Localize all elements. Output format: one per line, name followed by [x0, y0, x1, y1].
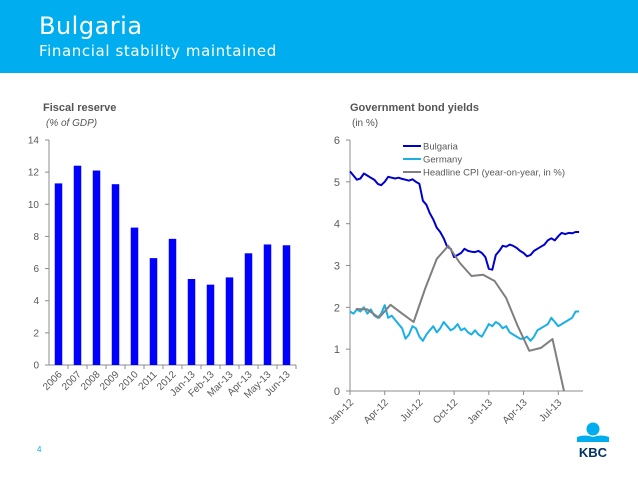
- y-tick-label: 6: [334, 135, 340, 147]
- bond-chart-subtitle: (in %): [352, 118, 379, 129]
- y-tick-label: 3: [334, 261, 340, 273]
- y-tick-label: 2: [334, 302, 340, 314]
- y-tick-label: 10: [28, 200, 40, 211]
- bar-2012: [168, 238, 177, 365]
- bar-Jan-13: [187, 279, 196, 365]
- fiscal-chart-subtitle: (% of GDP): [46, 118, 98, 129]
- y-tick-label: 4: [33, 296, 39, 307]
- y-tick-label: 12: [28, 168, 40, 179]
- x-tick-label: Apr-13: [501, 397, 530, 426]
- kbc-logo-text: KBC: [579, 445, 608, 460]
- kbc-logo: KBC: [573, 422, 613, 464]
- bulgaria-line: [349, 170, 580, 271]
- legend-label: Germany: [423, 155, 462, 166]
- y-tick-label: 2: [33, 328, 39, 339]
- bar-Feb-13: [206, 284, 215, 365]
- y-tick-label: 1: [334, 344, 340, 356]
- x-tick-label: 2008: [79, 369, 103, 393]
- bond-chart-title: Government bond yields: [350, 102, 479, 114]
- bar-2006: [54, 183, 63, 365]
- slide-title: Bulgaria: [39, 12, 143, 40]
- y-tick-label: 4: [334, 219, 340, 231]
- bar-Apr-13: [244, 253, 253, 365]
- bar-2008: [92, 170, 101, 365]
- bar-2009: [111, 184, 120, 365]
- bar-2011: [149, 258, 158, 365]
- title-banner: Bulgaria Financial stability maintained: [0, 0, 638, 73]
- legend-label: Bulgaria: [423, 142, 459, 153]
- bar-May-13: [263, 244, 272, 365]
- x-tick-label: 2007: [60, 369, 84, 393]
- x-tick-label: 2011: [137, 369, 160, 392]
- x-tick-label: Jul-13: [537, 397, 564, 424]
- x-tick-label: 2006: [41, 369, 65, 393]
- x-tick-label: Oct-12: [431, 397, 460, 426]
- x-tick-label: Jul-12: [398, 397, 425, 424]
- y-tick-label: 8: [33, 232, 39, 243]
- x-tick-label: 2009: [98, 369, 122, 393]
- legend-label: Headline CPI (year-on-year, in %): [423, 168, 565, 179]
- y-tick-label: 6: [33, 264, 39, 275]
- x-tick-label: 2010: [117, 369, 141, 393]
- bond-yields-chart: 0 1 2 3 4 5 6 Jan-12 Apr-12 Jul-12 Oct-12 Jan-13 Apr…: [327, 135, 583, 427]
- bar-Jun-13: [282, 245, 291, 365]
- y-tick-label: 14: [28, 136, 40, 147]
- bar-2007: [73, 165, 82, 365]
- y-tick-label: 0: [33, 361, 39, 372]
- x-tick-label: Jan-13: [466, 397, 496, 427]
- x-tick-label: Apr-12: [362, 397, 391, 426]
- y-tick-label: 5: [334, 177, 340, 189]
- kbc-logo-icon: KBC: [577, 422, 609, 460]
- bar-Mar-13: [225, 277, 234, 365]
- y-tick-label: 0: [334, 386, 340, 398]
- fiscal-reserve-chart: 024681012142006200720082009201020112012J…: [28, 136, 297, 401]
- cpi-line: [355, 244, 565, 392]
- germany-line: [349, 304, 580, 342]
- fiscal-chart-title: Fiscal reserve: [43, 102, 117, 114]
- bar-2010: [130, 227, 139, 365]
- page-number: 4: [37, 445, 42, 454]
- slide-subtitle: Financial stability maintained: [39, 42, 277, 60]
- x-tick-label: Jan-12: [327, 397, 357, 427]
